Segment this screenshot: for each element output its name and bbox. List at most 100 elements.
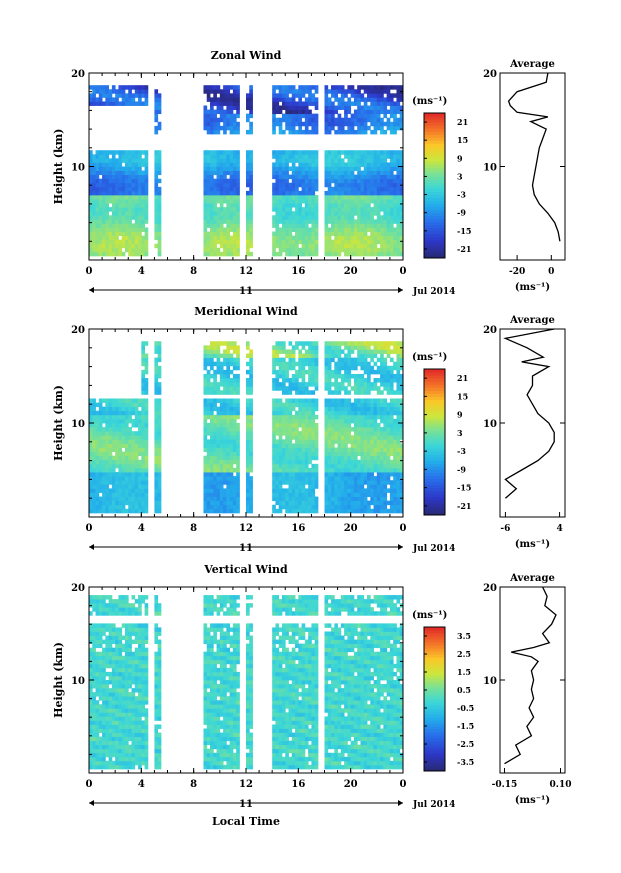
- heatmap-cell: [353, 199, 358, 204]
- heatmap-cell: [210, 345, 214, 350]
- heatmap-cell: [219, 162, 224, 167]
- heatmap-cell: [389, 251, 394, 257]
- heatmap-cell: [380, 410, 384, 416]
- heatmap-cell: [331, 496, 335, 502]
- heatmap-cell: [138, 93, 142, 98]
- heatmap-cell: [353, 410, 358, 416]
- heatmap-cell: [118, 508, 123, 514]
- heatmap-cell: [144, 406, 149, 412]
- heatmap-cell: [111, 182, 116, 188]
- heatmap-cell: [144, 211, 149, 216]
- heatmap-cell: [226, 247, 231, 253]
- heatmap-cell: [350, 410, 355, 416]
- heatmap-cell: [288, 166, 293, 171]
- heatmap-cell: [311, 480, 316, 485]
- heatmap-cell: [232, 361, 237, 367]
- heatmap-cell: [334, 410, 338, 416]
- heatmap-cell: [134, 223, 139, 228]
- heatmap-cell: [367, 93, 371, 98]
- heatmap-cell: [124, 410, 129, 416]
- heatmap-cell: [340, 199, 345, 204]
- heatmap-cell: [98, 463, 103, 469]
- heatmap-cell: [131, 496, 136, 502]
- heatmap-cell: [92, 402, 96, 408]
- heatmap-cell: [95, 251, 100, 257]
- heatmap-cell: [360, 170, 365, 176]
- heatmap-cell: [311, 423, 316, 428]
- heatmap-cell: [95, 227, 100, 232]
- heatmap-cell: [389, 170, 394, 176]
- heatmap-cell: [223, 439, 227, 444]
- heatmap-cell: [154, 154, 159, 159]
- heatmap-cell: [272, 451, 276, 457]
- heatmap-cell: [236, 227, 240, 232]
- heatmap-cell: [236, 459, 240, 465]
- heatmap-cell: [314, 219, 319, 224]
- heatmap-cell: [154, 386, 159, 391]
- heatmap-cell: [291, 109, 296, 115]
- heatmap-cell: [357, 447, 361, 453]
- heatmap-cell: [98, 484, 103, 489]
- heatmap-cell: [357, 219, 361, 224]
- heatmap-cell: [308, 211, 312, 216]
- heatmap-cell: [92, 211, 96, 216]
- heatmap-cell: [226, 431, 231, 436]
- heatmap-cell: [157, 203, 162, 208]
- heatmap-cell: [232, 243, 237, 249]
- heatmap-cell: [210, 431, 214, 436]
- heatmap-cell: [229, 492, 234, 497]
- heatmap-cell: [353, 423, 358, 428]
- heatmap-cell: [121, 231, 126, 237]
- heatmap-cell: [121, 190, 126, 196]
- heatmap-cell: [396, 93, 401, 98]
- heatmap-cell: [138, 194, 142, 200]
- heatmap-cell: [291, 455, 296, 461]
- heatmap-cell: [236, 435, 240, 440]
- heatmap-cell: [308, 194, 312, 200]
- heatmap-cell: [278, 443, 283, 448]
- heatmap-cell: [216, 508, 221, 514]
- heatmap-cell: [131, 410, 136, 416]
- heatmap-cell: [275, 451, 280, 457]
- heatmap-cell: [337, 162, 342, 167]
- heatmap-cell: [393, 247, 397, 253]
- heatmap-cell: [376, 158, 381, 163]
- heatmap-cell: [92, 459, 96, 465]
- heatmap-cell: [347, 508, 352, 514]
- heatmap-cell: [118, 162, 123, 167]
- heatmap-cell: [340, 85, 345, 90]
- heatmap-cell: [89, 207, 93, 212]
- heatmap-cell: [95, 451, 100, 457]
- heatmap-cell: [393, 476, 397, 481]
- heatmap-cell: [363, 341, 368, 346]
- heatmap-cell: [108, 447, 113, 453]
- heatmap-cell: [105, 418, 110, 424]
- heatmap-cell: [128, 435, 132, 440]
- heatmap-cell: [370, 190, 374, 196]
- heatmap-cell: [291, 423, 296, 428]
- heatmap-cell: [92, 203, 96, 208]
- heatmap-cell: [121, 154, 126, 159]
- heatmap-cell: [232, 386, 237, 391]
- heatmap-cell: [344, 488, 348, 493]
- heatmap-cell: [236, 504, 240, 510]
- heatmap-cell: [350, 447, 355, 453]
- heatmap-cell: [373, 158, 378, 163]
- heatmap-cell: [246, 467, 250, 473]
- heatmap-cell: [95, 496, 100, 502]
- heatmap-cell: [357, 508, 361, 514]
- heatmap-cell: [219, 215, 224, 220]
- heatmap-cell: [213, 93, 217, 98]
- heatmap-cell: [373, 455, 378, 461]
- heatmap-cell: [357, 467, 361, 473]
- heatmap-cell: [311, 341, 316, 346]
- heatmap-cell: [399, 239, 404, 245]
- heatmap-cell: [138, 186, 142, 192]
- heatmap-cell: [295, 451, 299, 457]
- heatmap-cell: [304, 150, 309, 155]
- heatmap-cell: [295, 243, 299, 249]
- heatmap-cell: [344, 101, 348, 106]
- heatmap-cell: [210, 247, 214, 253]
- heatmap-cell: [246, 194, 250, 200]
